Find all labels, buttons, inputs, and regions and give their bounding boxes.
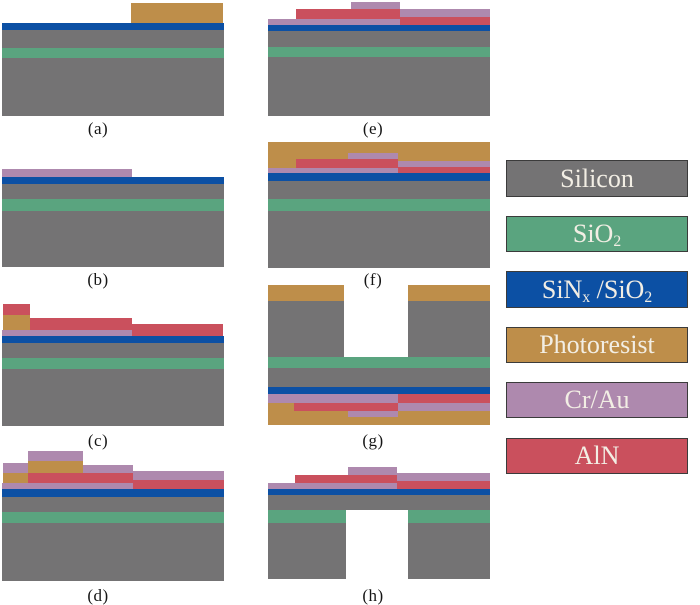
legend-item-sio2: SiO2 — [506, 216, 688, 252]
layer-cr_au — [400, 9, 490, 17]
layer-silicon — [268, 301, 344, 357]
layer-sinx_sio2 — [268, 173, 490, 181]
layer-sinx_sio2 — [2, 23, 224, 30]
layer-cr_au — [2, 483, 133, 489]
layer-aln — [397, 481, 490, 489]
panel-label-f: (f) — [363, 270, 383, 289]
layer-aln — [398, 167, 490, 173]
layer-aln — [296, 9, 400, 19]
layer-sio2 — [2, 358, 224, 369]
panel-label-d: (d) — [87, 586, 109, 605]
legend-item-cr_au: Cr/Au — [506, 382, 688, 418]
legend-label-cr_au: Cr/Au — [564, 385, 630, 414]
layer-cr_au — [348, 411, 398, 417]
layer-cr_au — [268, 394, 398, 403]
layer-sio2 — [2, 48, 224, 58]
layer-photoresist — [131, 3, 223, 23]
layer-sinx_sio2 — [268, 489, 490, 495]
layer-silicon — [2, 497, 224, 512]
panel-label-c: (c) — [87, 431, 109, 450]
layer-aln — [294, 403, 398, 411]
layer-silicon — [268, 57, 490, 116]
legend-item-aln: AlN — [506, 438, 688, 474]
legend-label-silicon: Silicon — [560, 163, 634, 193]
layer-aln — [295, 475, 397, 483]
layer-aln — [400, 17, 490, 25]
layer-cr_au — [351, 2, 400, 9]
layer-sio2 — [268, 47, 490, 57]
layer-aln — [30, 318, 132, 330]
layer-silicon — [2, 58, 224, 116]
legend-label-sinx_sio2: SiNx /SiO2 — [541, 274, 653, 306]
layer-aln — [132, 324, 223, 336]
layer-aln — [133, 480, 224, 489]
layer-sinx_sio2 — [2, 177, 224, 184]
layer-cr_au — [397, 473, 490, 481]
layer-sio2 — [268, 510, 346, 523]
panel-label-a: (a) — [87, 119, 109, 138]
layer-sio2 — [268, 199, 490, 211]
layer-silicon — [2, 523, 224, 581]
layer-cr_au — [348, 467, 397, 475]
layer-silicon — [2, 343, 224, 358]
layer-aln — [3, 304, 30, 315]
layer-photoresist — [3, 315, 30, 330]
legend-label-photoresist: Photoresist — [539, 330, 655, 359]
legend-item-sinx_sio2: SiNx /SiO2 — [506, 271, 688, 308]
layer-silicon — [2, 184, 224, 199]
layer-silicon — [2, 211, 224, 267]
layer-silicon — [2, 369, 224, 426]
layer-sinx_sio2 — [2, 336, 224, 343]
layer-photoresist — [408, 285, 490, 301]
layer-cr_au — [268, 483, 397, 489]
layer-silicon — [268, 495, 490, 510]
panel-label-b: (b) — [87, 270, 109, 289]
layer-cr_au — [348, 153, 398, 159]
legend-label-aln: AlN — [574, 441, 620, 470]
layer-silicon — [408, 301, 490, 357]
layer-sio2 — [268, 357, 490, 368]
legend-item-silicon: Silicon — [506, 160, 688, 197]
layer-sio2 — [2, 512, 224, 523]
layer-sinx_sio2 — [268, 387, 490, 394]
layer-aln — [398, 394, 490, 403]
layer-silicon — [268, 368, 490, 387]
layer-photoresist — [28, 461, 83, 473]
layer-photoresist — [268, 285, 344, 301]
layer-cr_au — [133, 471, 224, 480]
panel-label-e: (e) — [362, 119, 384, 138]
layer-silicon — [268, 181, 490, 199]
layer-silicon — [2, 30, 224, 48]
layer-sinx_sio2 — [268, 25, 490, 31]
layer-cr_au — [3, 463, 28, 473]
layer-cr_au — [2, 169, 132, 177]
layer-cr_au — [268, 168, 398, 173]
layer-cr_au — [398, 403, 490, 411]
layer-cr_au — [83, 465, 133, 473]
panel-label-g: (g) — [362, 431, 384, 450]
layer-cr_au — [398, 161, 490, 167]
legend-label-sio2: SiO2 — [572, 219, 622, 251]
layer-silicon — [408, 523, 490, 579]
layer-cr_au — [2, 330, 132, 336]
layer-photoresist — [3, 473, 28, 483]
panel-label-h: (h) — [362, 586, 384, 605]
layer-sio2 — [408, 510, 490, 523]
layer-sio2 — [2, 199, 224, 211]
layer-aln — [28, 473, 133, 483]
legend-item-photoresist: Photoresist — [506, 327, 688, 363]
layer-silicon — [268, 211, 490, 268]
layer-cr_au — [28, 451, 83, 461]
layer-aln — [296, 159, 398, 169]
layer-silicon — [268, 31, 490, 47]
layer-sinx_sio2 — [2, 489, 224, 497]
layer-silicon — [268, 523, 346, 579]
layer-cr_au — [268, 19, 400, 25]
